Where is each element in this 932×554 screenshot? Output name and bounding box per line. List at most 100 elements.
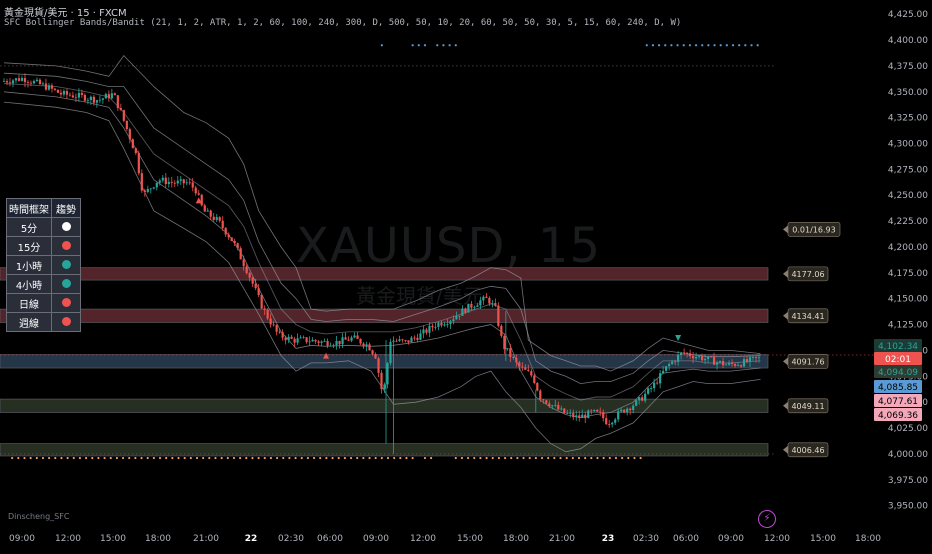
y-tick-label: 3,975.00 (888, 476, 928, 486)
y-tick-label: 4,300.00 (888, 140, 928, 150)
candle-body (53, 88, 57, 90)
bottom-signal-dot (374, 456, 377, 460)
bottom-signal-dot (257, 456, 260, 460)
candle-body (248, 273, 251, 278)
bottom-signal-dot (491, 456, 494, 460)
candle-body (371, 350, 374, 355)
x-tick-label: 23 (602, 534, 615, 544)
zone-label-text: 4177.06 (791, 270, 824, 279)
trend-table: 時間框架 趨勢 5分 15分 1小時 4小時 日線 週線 (6, 198, 81, 332)
indicator-title[interactable]: SFC Bollinger Bands/Bandit (21, 1, 2, AT… (4, 18, 682, 28)
candle-body (578, 415, 581, 418)
top-signal-dot (688, 44, 692, 47)
bottom-signal-dot (214, 456, 217, 460)
bottom-signal-dot (602, 456, 605, 460)
bottom-signal-dot (128, 456, 131, 460)
candle-body (23, 78, 27, 83)
candle-body (389, 341, 392, 364)
candle-body (500, 325, 503, 336)
bottom-signal-dot (319, 456, 322, 460)
candle-body (89, 96, 92, 100)
bottom-signal-dot (17, 456, 20, 460)
trend-cell (51, 217, 81, 237)
bottom-signal-dot (171, 456, 174, 460)
bottom-signal-dot (460, 456, 464, 460)
candle-body (533, 375, 536, 383)
trend-timeframe-label: 4小時 (6, 274, 52, 294)
candle-body (347, 339, 350, 341)
candle-body (503, 335, 506, 350)
top-signal-dot (436, 44, 439, 47)
trend-cell (51, 312, 81, 332)
candle-body (527, 369, 530, 372)
top-signal-dot (380, 44, 383, 47)
candle-body (5, 81, 9, 83)
candle-body (617, 411, 620, 420)
author-label: Dinscheng_SFC (8, 512, 70, 521)
candle-body (715, 362, 719, 365)
candle-body (242, 259, 245, 267)
candle-body (683, 352, 686, 354)
candle-body (446, 324, 449, 325)
candle-body (164, 177, 167, 185)
bolt-icon[interactable]: ⚡ (758, 510, 776, 528)
bottom-signal-dot (202, 456, 205, 460)
bottom-signal-dot (485, 456, 488, 460)
candle-body (691, 356, 695, 359)
candle-body (476, 305, 479, 307)
price-zone (0, 398, 769, 413)
bottom-signal-dot (60, 456, 63, 460)
x-tick-label: 15:00 (810, 534, 836, 544)
bottom-signal-dot (103, 456, 106, 460)
bottom-signal-dot (380, 456, 383, 460)
price-tag (874, 408, 922, 421)
price-tag-text: 4,102.34 (878, 342, 918, 352)
symbol-title[interactable]: 黃金現貨/美元 · 15 · FXCM (4, 8, 127, 19)
candle-body (506, 348, 509, 350)
candle-body (470, 303, 473, 308)
candle-body (677, 355, 680, 362)
candle-body (335, 340, 338, 346)
top-signal-dot (657, 44, 661, 47)
candle-body (497, 305, 500, 326)
candle-body (524, 367, 527, 370)
candle-body (422, 329, 425, 334)
candle-body (149, 188, 152, 190)
candle-body (305, 337, 308, 342)
price-tag-text: 02:01 (885, 355, 911, 365)
candle-body (290, 336, 293, 339)
candle-body (131, 139, 134, 149)
candle-body (68, 94, 72, 96)
candle-body (560, 408, 563, 410)
candle-body (593, 409, 596, 411)
ratio-label-text: 0.01/16.93 (792, 225, 835, 234)
candle-body (739, 365, 743, 367)
candle-body (326, 341, 329, 346)
bottom-signal-dot (466, 456, 470, 460)
candle-body (599, 411, 602, 413)
candle-body (521, 366, 524, 368)
candle-body (263, 308, 266, 311)
x-tick-label: 22 (245, 534, 258, 544)
candle-body (251, 277, 254, 284)
top-signal-dot (670, 44, 673, 47)
candle-body (611, 422, 614, 425)
top-signal-dot (645, 44, 648, 47)
zone-label-pointer-icon (783, 445, 788, 454)
x-tick-label: 12:00 (764, 534, 790, 544)
bottom-signal-dot (263, 456, 266, 460)
x-tick-label: 18:00 (145, 534, 171, 544)
candle-body (545, 400, 548, 404)
trend-timeframe-label: 15分 (6, 236, 52, 256)
top-signal-dot (442, 44, 445, 47)
candle-body (188, 182, 191, 184)
trend-dot-icon (61, 279, 71, 288)
candle-body (697, 356, 701, 357)
bottom-signal-dot (312, 456, 316, 460)
bottom-signal-dot (614, 456, 618, 460)
candle-body (152, 187, 155, 189)
candle-body (542, 399, 545, 401)
bottom-signal-dot (368, 456, 371, 460)
